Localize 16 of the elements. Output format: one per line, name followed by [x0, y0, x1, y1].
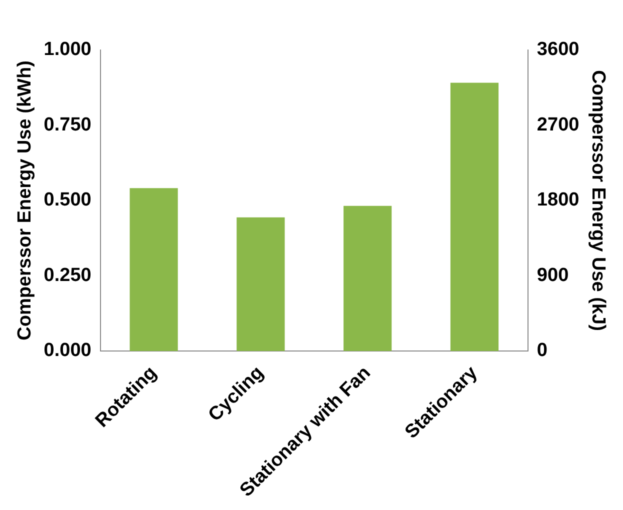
y2-tick-label: 1800	[536, 190, 580, 211]
bar	[450, 82, 499, 351]
y-tick-label: 1.000	[44, 39, 92, 60]
y2-tick-label: 3600	[536, 39, 580, 60]
y2-tick-label: 0	[536, 340, 548, 362]
y2-tick-label: 2700	[536, 114, 580, 136]
y-tick-label: 0.000	[44, 340, 92, 362]
bar	[344, 206, 392, 351]
y-tick-label: 0.750	[44, 114, 92, 136]
y2-axis-title: Comperssor Energy Use (kJ)	[587, 70, 608, 331]
y-axis-title: Comperssor Energy Use (kWh)	[14, 60, 36, 340]
bar	[236, 217, 285, 351]
y-tick-label: 0.500	[44, 190, 92, 211]
y-tick-label: 0.250	[44, 264, 92, 286]
bar	[130, 188, 178, 351]
y2-tick-label: 900	[536, 264, 569, 286]
